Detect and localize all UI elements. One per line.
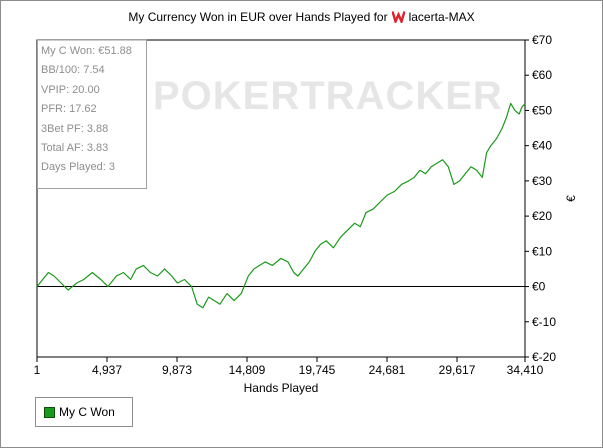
legend-label: My C Won (59, 405, 115, 419)
chart-legend[interactable]: My C Won (35, 397, 133, 427)
title-prefix: My Currency Won in EUR over Hands Played… (128, 10, 388, 24)
stat-total-af: Total AF: 3.83 (41, 141, 109, 154)
y-axis-label: € (564, 195, 578, 202)
y-tick-label: €50 (532, 103, 552, 117)
x-tick-label: 9,873 (162, 363, 192, 377)
y-tick-label: €10 (532, 244, 552, 258)
legend-swatch (44, 407, 55, 418)
series-layer (36, 102, 526, 309)
series-line-my-c-won (36, 102, 526, 309)
axes (36, 39, 526, 358)
winamax-logo-icon (390, 10, 406, 26)
y-tick-label: €0 (532, 280, 546, 294)
y-tick-label: €40 (532, 139, 552, 153)
stat-vpip: VPIP: 20.00 (41, 83, 100, 96)
x-tick-label: 19,745 (299, 363, 336, 377)
stat-3bet-pf: 3Bet PF: 3.88 (41, 122, 109, 135)
y-tick-label: €60 (532, 68, 552, 82)
stat-pfr: PFR: 17.62 (41, 103, 97, 116)
y-tick-label: €-20 (532, 350, 556, 364)
x-tick-label: 1 (34, 363, 41, 377)
stats-panel: My C Won: €51.88 BB/100: 7.54 VPIP: 20.0… (37, 39, 147, 189)
y-tick-label: €70 (532, 33, 552, 47)
x-tick-label: 14,809 (229, 363, 266, 377)
x-tick-label: 24,681 (369, 363, 406, 377)
player-name: lacerta-MAX (408, 10, 475, 24)
x-tick-label: 34,410 (507, 363, 544, 377)
chart-title: My Currency Won in EUR over Hands Played… (0, 10, 603, 26)
y-tick-label: €-10 (532, 315, 556, 329)
watermark-logo: POKERTRACKER (153, 74, 503, 118)
y-tick-label: €30 (532, 174, 552, 188)
x-tick-label: 4,937 (92, 363, 122, 377)
stat-days-played: Days Played: 3 (41, 161, 115, 174)
x-tick-label: 29,617 (439, 363, 476, 377)
plot-border (36, 39, 526, 358)
y-tick-label: €20 (532, 209, 552, 223)
stat-my-c-won: My C Won: €51.88 (41, 45, 132, 57)
ticks-layer: €-20 €-10 €0 €10 €20 €30 €40 €50 €60 €70 1 4,937 9,8… (34, 33, 578, 395)
stat-bb-100: BB/100: 7.54 (41, 64, 105, 77)
x-axis-label: Hands Played (244, 381, 319, 395)
